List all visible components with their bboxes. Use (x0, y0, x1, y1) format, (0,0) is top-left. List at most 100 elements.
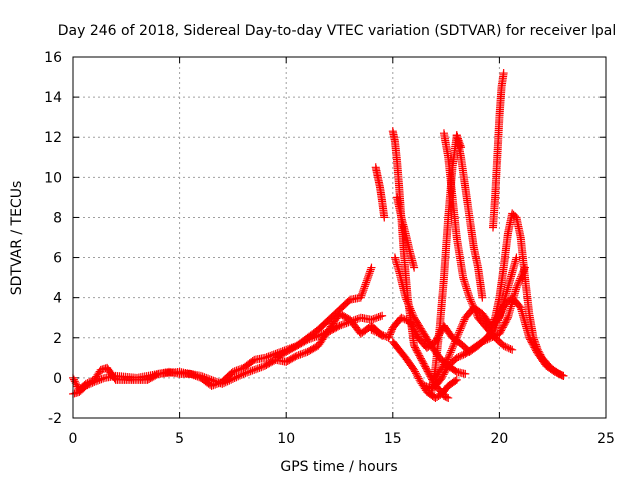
data-point (455, 326, 464, 335)
data-point (357, 291, 366, 300)
data-point (361, 280, 370, 289)
data-point (453, 331, 462, 340)
data-point (362, 278, 371, 287)
data-point (385, 332, 394, 341)
data-point (377, 330, 386, 339)
data-point (379, 331, 388, 340)
data-point (503, 315, 512, 324)
y-tick-label: 12 (44, 130, 62, 146)
data-point (466, 295, 475, 304)
data-point (489, 318, 498, 327)
x-tick-label: 0 (69, 431, 78, 447)
y-axis-label: SDTVAR / TECUs (9, 181, 25, 296)
data-point (364, 272, 373, 281)
data-point (503, 343, 512, 352)
data-point (461, 369, 470, 378)
series-trace-14 (489, 69, 508, 232)
data-point (456, 324, 465, 333)
data-point (358, 288, 367, 297)
data-point (440, 368, 449, 377)
data-point (234, 372, 243, 381)
data-point (292, 351, 301, 360)
data-point (333, 322, 342, 331)
data-point (262, 353, 271, 362)
y-tick-label: 4 (53, 291, 62, 307)
data-point (360, 282, 369, 291)
data-point (370, 327, 379, 336)
data-point (408, 310, 417, 319)
series-trace-16 (420, 263, 529, 392)
y-tick-label: 16 (44, 50, 62, 66)
data-point (411, 367, 420, 376)
data-point (458, 319, 467, 328)
data-point (337, 321, 346, 330)
data-point (444, 393, 453, 402)
data-point (409, 311, 418, 320)
data-point (530, 335, 539, 344)
data-point (95, 375, 104, 384)
data-point (207, 375, 216, 384)
series-trace-4 (371, 163, 389, 222)
data-point (70, 377, 79, 386)
data-point (236, 371, 245, 380)
data-point (380, 213, 389, 222)
data-point (442, 393, 451, 402)
data-point (520, 265, 529, 274)
data-point (488, 320, 497, 329)
data-point (385, 330, 394, 339)
data-point (439, 370, 448, 379)
data-point (402, 295, 411, 304)
data-point (490, 332, 499, 341)
data-point (358, 289, 367, 298)
data-point (402, 316, 411, 325)
data-point (353, 315, 362, 324)
data-point (376, 312, 385, 321)
data-point (200, 373, 209, 382)
data-point (515, 302, 524, 311)
data-point (445, 352, 454, 361)
data-point (244, 367, 253, 376)
data-point (211, 377, 220, 386)
data-point (204, 374, 213, 383)
data-point (451, 337, 460, 346)
data-point (516, 274, 525, 283)
y-tick-label: 6 (53, 251, 62, 267)
y-tick-label: -2 (48, 411, 62, 427)
data-point (506, 345, 515, 354)
data-point (250, 365, 259, 374)
data-point (452, 333, 461, 342)
data-point (299, 349, 308, 358)
data-point (99, 374, 108, 383)
data-point (456, 352, 465, 361)
data-point (198, 372, 207, 381)
series-trace-3 (271, 263, 376, 362)
data-point (369, 315, 378, 324)
data-point (376, 329, 385, 338)
data-point (406, 304, 415, 313)
data-point (451, 335, 460, 344)
data-point (257, 363, 266, 372)
axis-ticks: 0 5 10 15 20 25 -2 0 2 4 6 8 10 12 14 16 (44, 50, 615, 447)
data-point (298, 349, 307, 358)
data-point (407, 306, 416, 315)
data-points (69, 69, 568, 402)
data-point (228, 367, 237, 376)
data-point (512, 283, 521, 292)
data-point (488, 332, 497, 341)
data-point (513, 281, 522, 290)
data-point (400, 315, 409, 324)
data-point (478, 337, 487, 346)
data-point (451, 376, 460, 385)
series-trace-8 (393, 193, 419, 272)
data-point (259, 362, 268, 371)
data-point (339, 320, 348, 329)
y-tick-label: 14 (44, 90, 62, 106)
data-point (480, 336, 489, 345)
data-point (221, 378, 230, 387)
series-trace-15 (486, 209, 568, 380)
data-point (255, 363, 264, 372)
data-point (448, 342, 457, 351)
data-point (437, 373, 446, 382)
data-point (489, 317, 498, 326)
data-point (227, 375, 236, 384)
